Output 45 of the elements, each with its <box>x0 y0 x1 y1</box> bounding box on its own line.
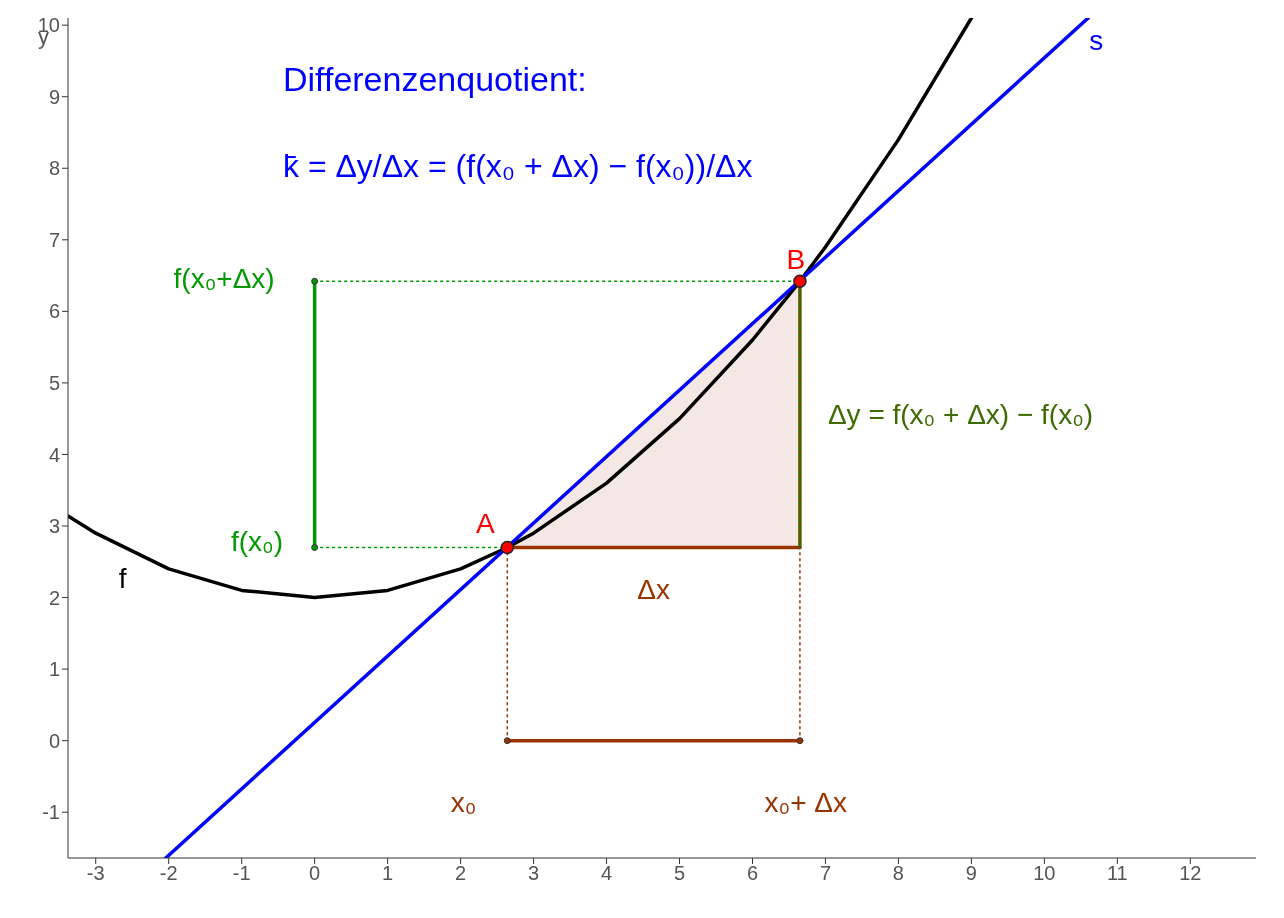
y-tick-label: 2 <box>48 586 60 609</box>
series-label: A <box>475 507 495 539</box>
annotation: x₀ <box>450 787 477 819</box>
x-tick-label: 9 <box>965 862 977 885</box>
x-tick-label: 3 <box>528 862 540 885</box>
x-tick-label: 1 <box>382 862 394 885</box>
point <box>796 737 804 745</box>
point <box>503 737 511 745</box>
x-tick-label: 5 <box>673 862 686 885</box>
text: Differenzenquotient: <box>283 60 587 99</box>
series-label: B <box>786 243 806 275</box>
x-tick-label: 2 <box>455 862 467 885</box>
y-tick-label: 0 <box>48 729 60 752</box>
x-tick-label: -1 <box>232 862 251 885</box>
series-label: Δy = f(x₀ + Δx) − f(x₀) <box>827 398 1094 430</box>
x-tick-label: 4 <box>600 862 613 885</box>
y-tick-label: 6 <box>48 300 60 323</box>
series-label: s <box>1089 24 1104 56</box>
y-tick-label: 5 <box>48 372 60 395</box>
x-tick-label: 10 <box>1033 862 1056 885</box>
x-tick-label: 7 <box>819 862 832 885</box>
annotation: f(x₀) <box>230 525 284 557</box>
y-tick-label: 1 <box>48 658 60 681</box>
x-tick-label: 0 <box>309 862 321 885</box>
point <box>793 274 807 289</box>
text: k̄ = Δy/Δx = (f(x₀ + Δx) − f(x₀))/Δx <box>283 148 753 185</box>
series-label: f <box>118 562 127 594</box>
y-tick-label: -1 <box>42 801 60 824</box>
point <box>500 540 515 555</box>
series-label: Δx <box>637 573 670 605</box>
x-tick-label: 12 <box>1179 862 1202 885</box>
annotation: f(x₀+Δx) <box>173 262 275 294</box>
x-tick-label: 8 <box>892 862 904 885</box>
annotation: x₀+ Δx <box>764 787 847 819</box>
y-tick-label: 4 <box>48 443 60 466</box>
y-tick-label: 3 <box>48 515 60 538</box>
x-tick-label: 6 <box>746 862 759 885</box>
y-tick-label: 7 <box>48 228 60 251</box>
x-tick-label: -2 <box>159 862 178 885</box>
x-tick-label: -3 <box>86 862 105 885</box>
point <box>311 277 319 285</box>
x-tick-label: 11 <box>1106 862 1128 885</box>
y-tick-label: 8 <box>48 157 60 180</box>
point <box>311 543 319 551</box>
y-tick-label: 9 <box>48 85 60 108</box>
